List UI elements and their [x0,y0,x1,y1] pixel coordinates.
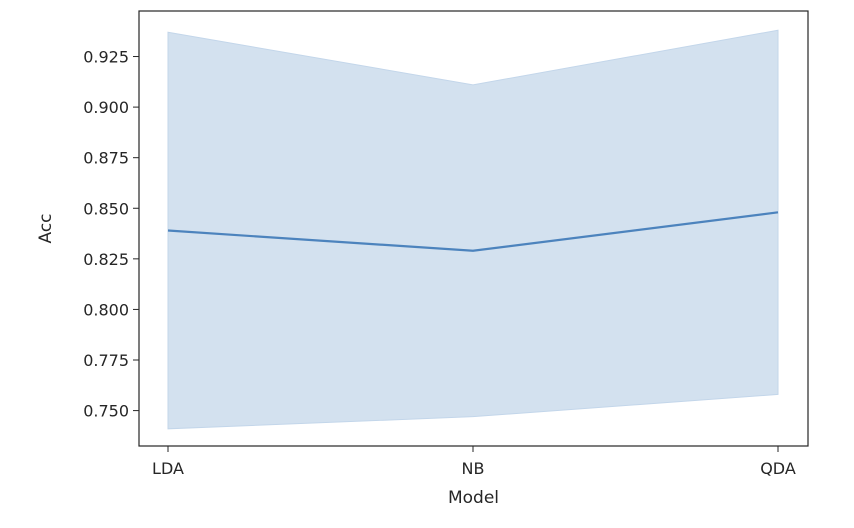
y-axis-title: Acc [36,213,56,243]
y-tick-label: 0.825 [83,250,129,269]
y-tick-label: 0.925 [83,48,129,67]
y-tick-label: 0.800 [83,300,129,319]
series-line [167,211,779,252]
x-tick-label: NB [462,459,485,478]
axes: 0.750 0.775 0.800 0.825 0.850 0.875 0.900 0.925… [83,48,796,478]
x-axis-title: Model [448,488,499,508]
confidence-band [167,29,779,430]
y-tick-label: 0.775 [83,351,129,370]
y-tick-label: 0.875 [83,149,129,168]
x-tick-label: QDA [760,459,796,478]
x-tick-label: LDA [152,459,184,478]
y-tick-label: 0.900 [83,98,129,117]
y-tick-label: 0.850 [83,199,129,218]
plot-area [167,29,779,430]
y-tick-label: 0.750 [83,402,129,421]
